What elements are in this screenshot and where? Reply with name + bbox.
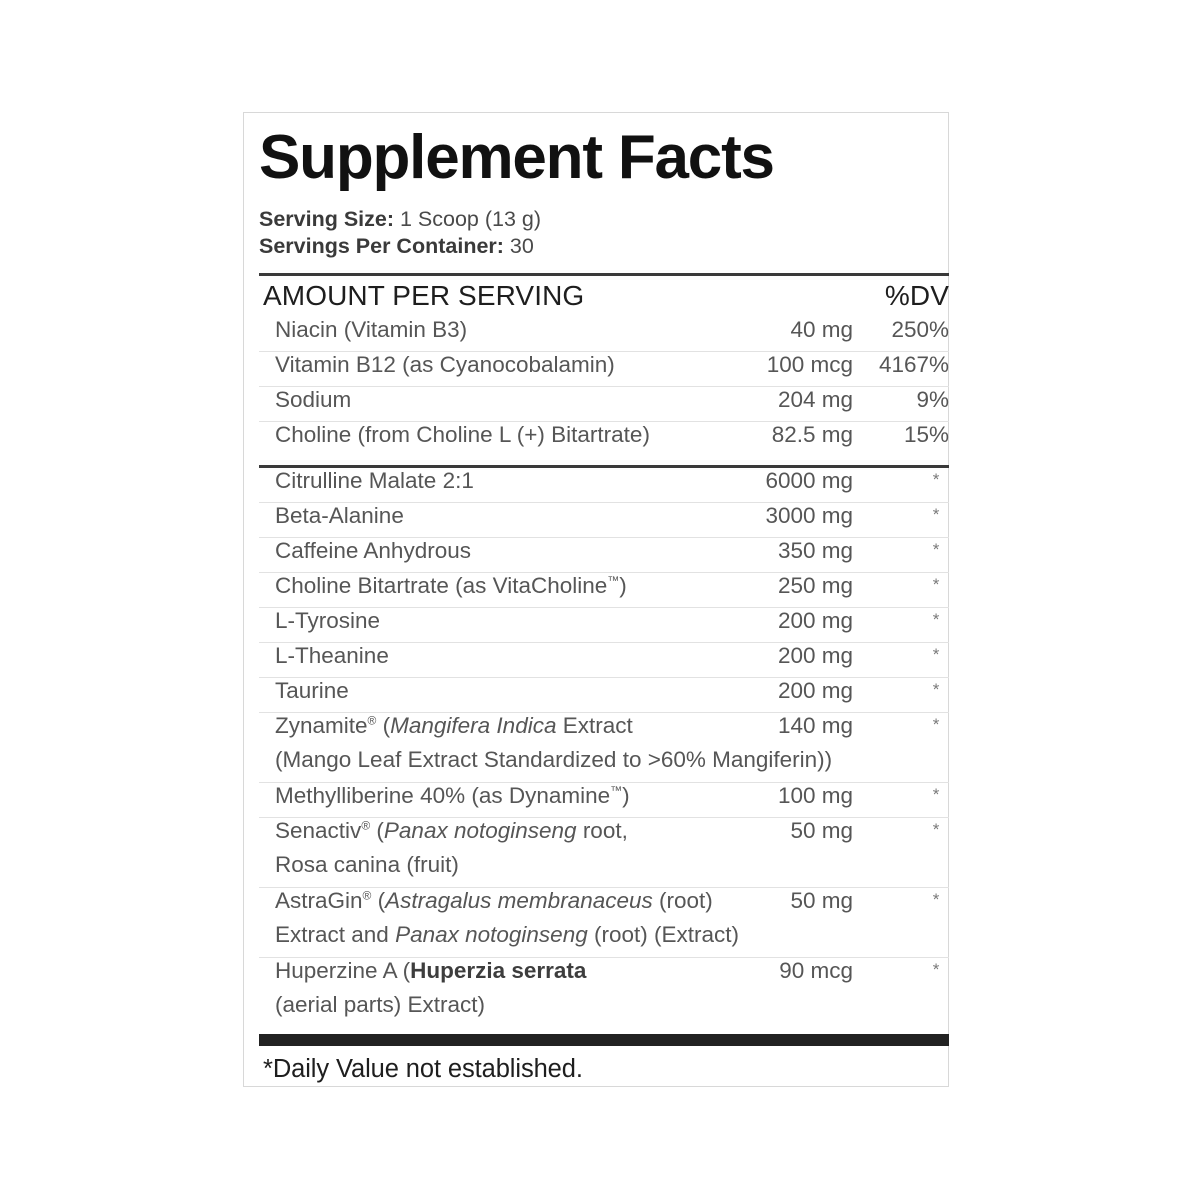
ingredient-amount: 40 mg: [790, 316, 853, 342]
ingredient-name-continued: (Mango Leaf Extract Standardized to >60%…: [275, 746, 833, 772]
ingredient-dv: *: [932, 539, 940, 559]
ingredient-amount: 350 mg: [777, 537, 853, 563]
ingredient-name: Sodium: [275, 386, 352, 412]
ingredient-name: Choline Bitartrate (as VitaCholine™): [275, 572, 627, 598]
table-row: Vitamin B12 (as Cyanocobalamin) 100 mcg 41…: [259, 350, 949, 386]
ingredient-amount: 250 mg: [777, 572, 853, 598]
table-row: Choline Bitartrate (as VitaCholine™) 250 …: [259, 571, 949, 607]
ingredient-amount: 100 mcg: [766, 351, 853, 377]
table-row: L-Theanine 200 mg *: [259, 641, 949, 677]
ingredient-amount: 200 mg: [777, 642, 853, 668]
serving-size-value: 1 Scoop (13 g): [400, 207, 542, 231]
ingredient-name: Beta-Alanine: [275, 502, 404, 528]
ingredient-name-continued: Rosa canina (fruit): [275, 851, 459, 877]
ingredient-amount: 90 mcg: [779, 957, 853, 983]
ingredient-name: Caffeine Anhydrous: [275, 537, 471, 563]
table-row: Niacin (Vitamin B3) 40 mg 250%: [259, 317, 949, 351]
ingredient-dv: *: [932, 819, 940, 839]
ingredient-name: Methylliberine 40% (as Dynamine™): [275, 782, 630, 808]
ingredient-amount: 82.5 mg: [771, 421, 853, 447]
ingredient-amount: 6000 mg: [765, 467, 853, 493]
servings-per-container-label: Servings Per Container:: [259, 234, 504, 259]
ingredient-name: Huperzine A (Huperzia serrata: [275, 957, 587, 983]
ingredient-name: AstraGin® (Astragalus membranaceus (root…: [275, 887, 713, 913]
table-column-headers: AMOUNT PER SERVING %DV: [259, 276, 949, 317]
table-row: AstraGin® (Astragalus membranaceus (root…: [259, 886, 949, 957]
ingredient-amount: 200 mg: [777, 607, 853, 633]
table-row: Caffeine Anhydrous 350 mg *: [259, 536, 949, 572]
ingredient-name: Taurine: [275, 677, 349, 703]
daily-value-footnote: *Daily Value not established.: [263, 1054, 583, 1083]
ingredient-dv: *: [932, 714, 940, 734]
ingredient-dv: *: [932, 504, 940, 524]
table-row: Choline (from Choline L (+) Bitartrate) 8…: [259, 420, 949, 456]
ingredient-amount: 3000 mg: [765, 502, 853, 528]
ingredient-rows: Citrulline Malate 2:1 6000 mg * Beta-Alanin…: [259, 468, 949, 1027]
ingredient-dv: *: [932, 609, 940, 629]
supplement-facts-panel: Supplement Facts Serving Size: 1 Scoop (…: [243, 112, 949, 1087]
ingredient-amount: 200 mg: [777, 677, 853, 703]
amount-per-serving-header: AMOUNT PER SERVING: [263, 279, 585, 311]
ingredient-name: L-Theanine: [275, 642, 389, 668]
table-row: Sodium 204 mg 9%: [259, 385, 949, 421]
table-row: Methylliberine 40% (as Dynamine™) 100 mg *: [259, 781, 949, 817]
ingredient-dv: *: [932, 644, 940, 664]
footer-bar: [259, 1033, 949, 1046]
ingredient-name: Vitamin B12 (as Cyanocobalamin): [275, 351, 615, 377]
vitamin-rows: Niacin (Vitamin B3) 40 mg 250% Vitamin B12 …: [259, 317, 949, 456]
ingredient-amount: 50 mg: [790, 817, 853, 843]
ingredient-dv: 15%: [903, 421, 949, 447]
ingredient-name-continued: Extract and Panax notoginseng (root) (Ex…: [275, 921, 739, 947]
ingredient-name: Niacin (Vitamin B3): [275, 316, 468, 342]
table-row: Citrulline Malate 2:1 6000 mg *: [259, 468, 949, 502]
servings-per-container-line: Servings Per Container: 30: [259, 233, 949, 260]
divider-above-amount-header: [259, 272, 949, 276]
serving-size-line: Serving Size: 1 Scoop (13 g): [259, 206, 949, 233]
ingredient-dv: *: [932, 574, 940, 594]
ingredient-dv: *: [932, 469, 940, 489]
ingredient-name-continued: (aerial parts) Extract): [275, 991, 486, 1017]
ingredient-amount: 50 mg: [790, 887, 853, 913]
ingredient-name: Senactiv® (Panax notoginseng root,: [275, 817, 628, 843]
servings-per-container-value: 30: [509, 234, 534, 259]
table-row: Senactiv® (Panax notoginseng root, 50 mg *…: [259, 816, 949, 887]
table-row: Taurine 200 mg *: [259, 676, 949, 712]
ingredient-dv: *: [932, 784, 940, 804]
ingredient-amount: 140 mg: [777, 712, 853, 738]
serving-info: Serving Size: 1 Scoop (13 g) Servings Pe…: [259, 206, 949, 261]
serving-size-label: Serving Size:: [259, 207, 395, 231]
ingredient-name: Citrulline Malate 2:1: [275, 467, 474, 493]
ingredient-dv: *: [932, 959, 940, 979]
dv-header: %DV: [884, 279, 949, 311]
table-row: L-Tyrosine 200 mg *: [259, 606, 949, 642]
divider-between-sections: [259, 464, 949, 468]
ingredient-dv: 4167%: [878, 351, 949, 377]
table-row: Zynamite® (Mangifera Indica Extract 140 m…: [259, 711, 949, 782]
ingredient-dv: *: [932, 889, 940, 909]
page-title: Supplement Facts: [259, 123, 775, 192]
ingredient-name: Zynamite® (Mangifera Indica Extract: [275, 712, 633, 738]
ingredient-dv: 250%: [891, 316, 949, 342]
table-row: Beta-Alanine 3000 mg *: [259, 501, 949, 537]
ingredient-name: L-Tyrosine: [275, 607, 381, 633]
ingredient-dv: 9%: [916, 386, 949, 412]
table-row: Huperzine A (Huperzia serrata 90 mcg * (aer…: [259, 956, 949, 1027]
ingredient-amount: 204 mg: [777, 386, 853, 412]
ingredient-dv: *: [932, 679, 940, 699]
ingredient-amount: 100 mg: [777, 782, 853, 808]
ingredient-name: Choline (from Choline L (+) Bitartrate): [275, 421, 650, 447]
